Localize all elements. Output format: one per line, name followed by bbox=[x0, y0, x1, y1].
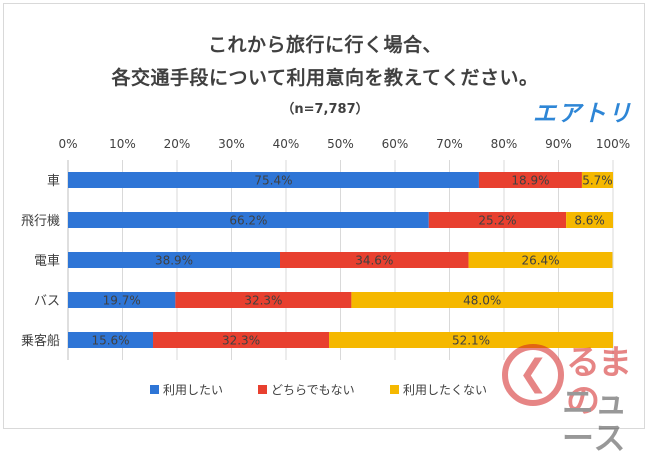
category-label: 乗客船 bbox=[21, 333, 60, 349]
data-label: 32.3% bbox=[222, 334, 260, 348]
bar-segment bbox=[68, 252, 281, 268]
x-tick-label: 20% bbox=[164, 137, 191, 151]
legend-swatch bbox=[390, 385, 399, 394]
bar-segment bbox=[478, 172, 582, 188]
watermark-chevron-icon: ❮ bbox=[518, 353, 549, 394]
bar-segment bbox=[581, 172, 613, 188]
data-label: 34.6% bbox=[355, 254, 393, 268]
stacked-bar-chart: 0% 10% 20% 30% 40% 50% 60% 70% 80% 90% 100% 車 75.4% 1… bbox=[21, 137, 630, 397]
bar-segment bbox=[175, 292, 352, 308]
data-label: 75.4% bbox=[254, 174, 292, 188]
chart-frame bbox=[3, 3, 645, 429]
watermark-text-line2: ニュース bbox=[562, 383, 629, 457]
bar-segment bbox=[68, 292, 176, 308]
data-label: 26.4% bbox=[521, 254, 559, 268]
category-label: 電車 bbox=[34, 254, 60, 269]
category-label: 飛行機 bbox=[21, 214, 60, 229]
x-tick-label: 80% bbox=[491, 137, 518, 151]
bar-segment bbox=[468, 252, 613, 268]
legend-label: 利用したい bbox=[163, 383, 223, 397]
x-tick-label: 50% bbox=[327, 137, 354, 151]
data-label: 18.9% bbox=[511, 174, 549, 188]
legend-label: 利用したくない bbox=[403, 383, 487, 397]
data-label: 15.6% bbox=[91, 334, 129, 348]
bar-segment bbox=[68, 212, 429, 228]
x-tick-label: 60% bbox=[382, 137, 409, 151]
chart-title-line1: これから旅行に行く場合、 bbox=[207, 34, 442, 56]
legend-label: どちらでもない bbox=[271, 383, 355, 397]
watermark-circle-icon bbox=[502, 344, 564, 406]
data-label: 5.7% bbox=[582, 174, 613, 188]
bar-segment bbox=[428, 212, 567, 228]
x-tick-label: 0% bbox=[58, 137, 77, 151]
data-label: 19.7% bbox=[103, 294, 141, 308]
data-label: 38.9% bbox=[155, 254, 193, 268]
category-label: 車 bbox=[47, 174, 60, 189]
watermark-logo: ❮ るまの ニュース bbox=[500, 342, 650, 456]
x-tick-label: 100% bbox=[596, 137, 630, 151]
data-label: 32.3% bbox=[244, 294, 282, 308]
data-label: 48.0% bbox=[463, 294, 501, 308]
data-label: 25.2% bbox=[478, 214, 516, 228]
bar-segment bbox=[68, 172, 479, 188]
x-tick-label: 40% bbox=[273, 137, 300, 151]
chart-title-line2: 各交通手段について利用意向を教えてください。 bbox=[111, 67, 539, 89]
watermark-text-line1: るまの bbox=[566, 343, 632, 421]
bar-segment bbox=[351, 292, 613, 308]
data-label: 66.2% bbox=[229, 214, 267, 228]
brand-logo: エアトリ bbox=[533, 101, 633, 127]
x-tick-label: 10% bbox=[109, 137, 136, 151]
data-label: 52.1% bbox=[452, 334, 490, 348]
bar-segment bbox=[68, 332, 154, 348]
x-tick-label: 90% bbox=[545, 137, 572, 151]
chart-subtitle: （n=7,787） bbox=[281, 102, 369, 117]
bar-segment bbox=[280, 252, 469, 268]
bar-segment bbox=[153, 332, 330, 348]
bar-segment bbox=[329, 332, 613, 348]
legend-swatch bbox=[150, 385, 159, 394]
category-label: バス bbox=[34, 294, 60, 309]
x-tick-label: 30% bbox=[218, 137, 245, 151]
x-tick-label: 70% bbox=[436, 137, 463, 151]
legend-swatch bbox=[258, 385, 267, 394]
data-label: 8.6% bbox=[574, 214, 605, 228]
bar-segment bbox=[566, 212, 613, 228]
